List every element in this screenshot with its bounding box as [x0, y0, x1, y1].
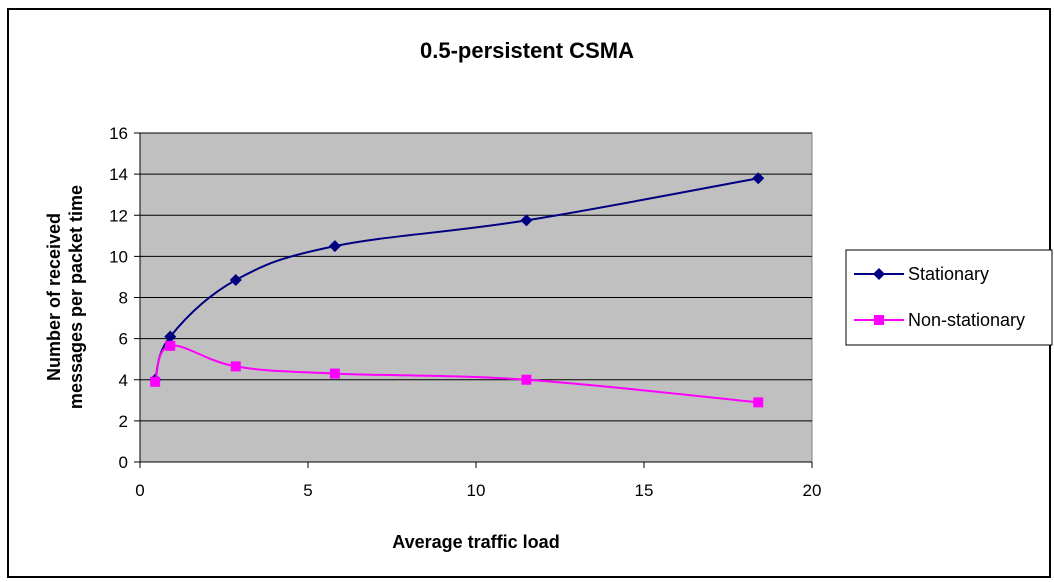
data-point-non-stationary [150, 376, 161, 387]
data-point-stationary [520, 214, 533, 227]
data-point-non-stationary [165, 340, 176, 351]
y-axis-title: Number of received messages per packet t… [44, 185, 86, 409]
series-group [149, 172, 765, 408]
y-axis-title-line-2: messages per packet time [66, 185, 86, 409]
legend: Stationary Non-stationary [845, 249, 1053, 346]
axes [134, 132, 813, 468]
y-tick-label: 0 [119, 453, 128, 472]
y-tick-label: 4 [119, 371, 128, 390]
legend-item-non-stationary: Non-stationary [854, 310, 1025, 330]
legend-label-non-stationary: Non-stationary [908, 310, 1025, 330]
x-tick-label: 20 [803, 481, 822, 500]
data-point-stationary [229, 274, 242, 287]
legend-item-stationary: Stationary [854, 264, 989, 284]
y-tick-label: 12 [109, 206, 128, 225]
plot-area [134, 132, 813, 468]
data-point-stationary [164, 330, 177, 343]
y-tick-label: 6 [119, 330, 128, 349]
y-tick-label: 2 [119, 412, 128, 431]
y-tick-label: 10 [109, 247, 128, 266]
legend-marker-square [874, 315, 884, 325]
data-point-non-stationary [230, 361, 241, 372]
x-tick-label: 5 [303, 481, 312, 500]
x-tick-labels: 0 5 10 15 20 [135, 481, 821, 500]
legend-marker-diamond [873, 268, 885, 280]
x-tick-label: 15 [635, 481, 654, 500]
x-tick-label: 0 [135, 481, 144, 500]
data-point-stationary [752, 172, 765, 185]
legend-label-stationary: Stationary [908, 264, 989, 284]
y-tick-label: 14 [109, 165, 128, 184]
y-tick-label: 16 [109, 124, 128, 143]
chart-title: 0.5-persistent CSMA [420, 38, 634, 63]
x-tick-label: 10 [467, 481, 486, 500]
y-axis-title-line-1: Number of received [44, 213, 64, 381]
gridlines [140, 132, 812, 422]
x-axis-title: Average traffic load [392, 532, 559, 552]
y-tick-labels: 0 2 4 6 8 10 12 14 16 [109, 124, 128, 472]
data-point-non-stationary [521, 374, 532, 385]
data-point-non-stationary [753, 397, 764, 408]
data-point-non-stationary [329, 368, 340, 379]
y-tick-label: 8 [119, 289, 128, 308]
legend-box [845, 249, 1053, 346]
data-point-stationary [328, 240, 341, 253]
